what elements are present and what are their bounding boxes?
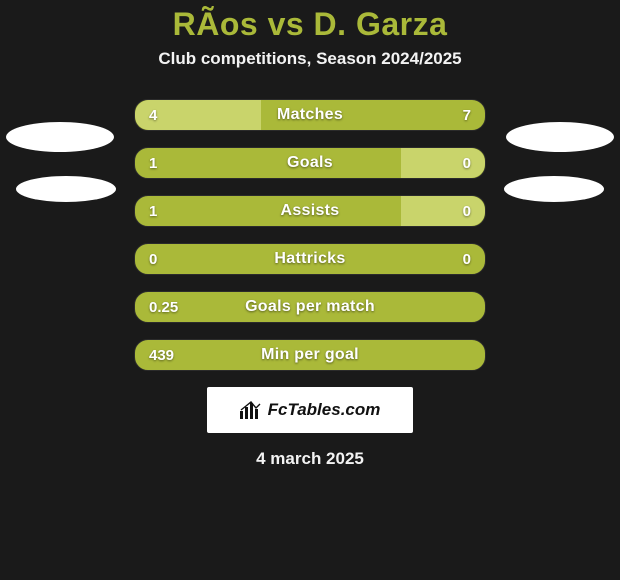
stat-row: 439Min per goal [134,339,486,371]
stat-label: Min per goal [135,340,485,370]
brand-text: FcTables.com [268,400,381,420]
team-badge-right-2 [504,176,604,202]
stat-label: Assists [135,196,485,226]
stat-label: Goals [135,148,485,178]
infographic-root: RÃ­os vs D. Garza Club competitions, Sea… [0,0,620,580]
stat-label: Matches [135,100,485,130]
chart-icon [240,401,262,419]
stat-row: 00Hattricks [134,243,486,275]
stat-row: 47Matches [134,99,486,131]
brand-box: FcTables.com [207,387,413,433]
stat-label: Hattricks [135,244,485,274]
team-badge-left-2 [16,176,116,202]
team-badge-right-1 [506,122,614,152]
subtitle: Club competitions, Season 2024/2025 [0,49,620,69]
page-title: RÃ­os vs D. Garza [0,6,620,43]
stat-row: 0.25Goals per match [134,291,486,323]
stat-label: Goals per match [135,292,485,322]
stat-row: 10Goals [134,147,486,179]
date-text: 4 march 2025 [0,449,620,469]
stat-row: 10Assists [134,195,486,227]
team-badge-left-1 [6,122,114,152]
bars-group: 47Matches 10Goals 10Assists 00Hattricks 0.25… [134,99,486,371]
